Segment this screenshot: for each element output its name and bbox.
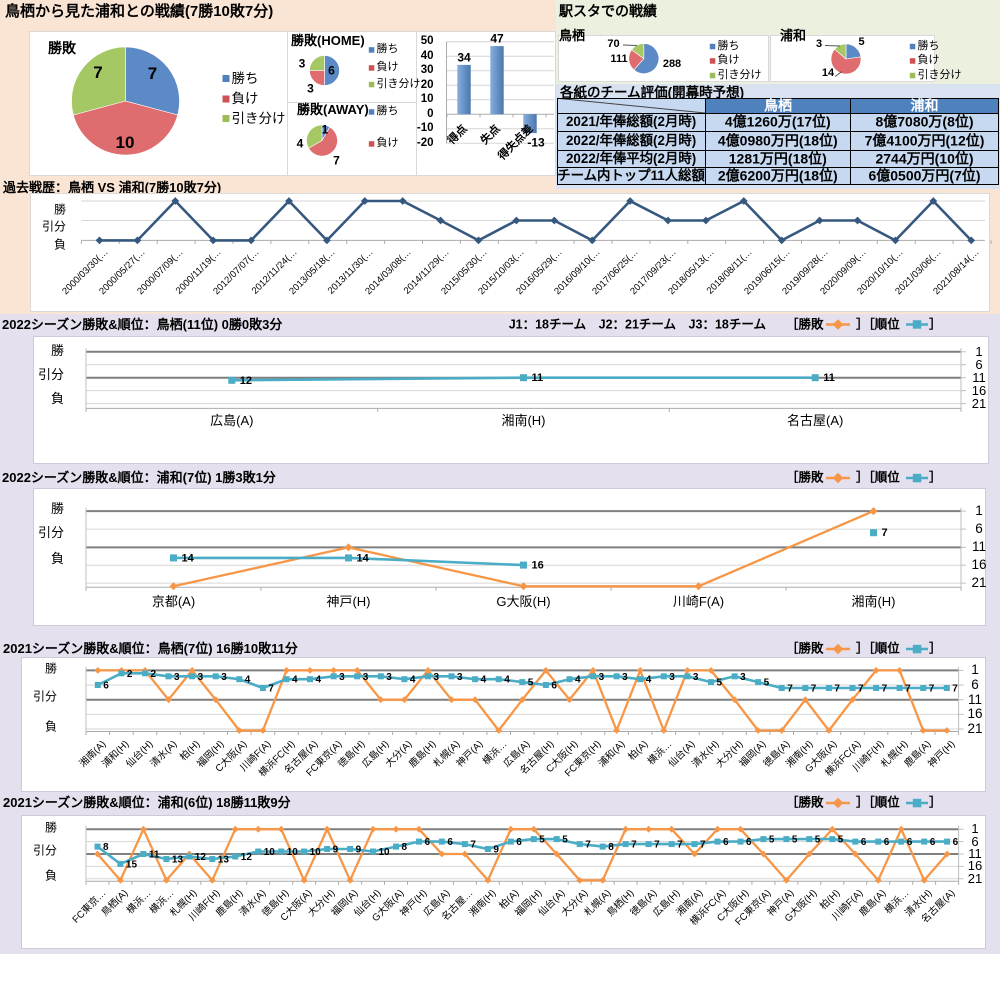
svg-text:7: 7 [811,684,817,695]
svg-text:4: 4 [245,675,251,686]
svg-text:3: 3 [457,672,463,683]
svg-text:7: 7 [952,684,958,695]
svg-text:10: 10 [264,847,276,858]
svg-text:8: 8 [608,842,614,853]
svg-text:3: 3 [599,672,605,683]
svg-text:5: 5 [528,678,534,689]
svg-text:13: 13 [218,855,230,866]
svg-text:13: 13 [172,855,184,866]
svg-text:6: 6 [447,837,453,848]
svg-text:6: 6 [103,681,109,692]
svg-text:7: 7 [677,840,683,851]
svg-text:6: 6 [425,837,431,848]
svg-text:7: 7 [787,684,793,695]
svg-text:5: 5 [815,835,821,846]
svg-text:4: 4 [316,675,322,686]
svg-text:6: 6 [884,837,890,848]
svg-text:3: 3 [669,672,675,683]
svg-text:12: 12 [195,852,207,863]
svg-text:9: 9 [493,845,499,856]
svg-text:3: 3 [174,672,180,683]
svg-text:10: 10 [379,847,391,858]
svg-text:3: 3 [339,672,345,683]
svg-text:11: 11 [532,372,544,384]
svg-text:7: 7 [929,684,935,695]
svg-text:4: 4 [646,675,652,686]
svg-text:2: 2 [151,669,157,680]
svg-text:7: 7 [654,840,660,851]
svg-text:6: 6 [723,837,729,848]
svg-text:3: 3 [622,672,628,683]
svg-text:11: 11 [823,372,835,384]
svg-text:9: 9 [333,845,339,856]
svg-text:4: 4 [504,675,510,686]
svg-text:15: 15 [126,859,138,870]
svg-text:12: 12 [241,852,253,863]
svg-text:7: 7 [631,840,637,851]
svg-text:3: 3 [363,672,369,683]
svg-text:7: 7 [268,684,274,695]
svg-text:7: 7 [882,527,888,539]
svg-text:5: 5 [764,678,770,689]
svg-text:5: 5 [717,678,723,689]
svg-text:7: 7 [585,840,591,851]
svg-text:4: 4 [481,675,487,686]
svg-text:3: 3 [740,672,746,683]
svg-text:7: 7 [905,684,911,695]
svg-text:5: 5 [562,835,568,846]
svg-text:6: 6 [930,837,936,848]
svg-text:12: 12 [240,375,252,387]
svg-text:3: 3 [221,672,227,683]
svg-text:16: 16 [532,560,544,572]
svg-text:5: 5 [838,835,844,846]
svg-text:14: 14 [182,552,195,564]
svg-text:8: 8 [402,842,408,853]
svg-text:6: 6 [746,837,752,848]
svg-text:7: 7 [882,684,888,695]
svg-text:3: 3 [434,672,440,683]
svg-text:7: 7 [858,684,864,695]
svg-text:2: 2 [127,669,133,680]
svg-text:14: 14 [357,552,370,564]
svg-text:6: 6 [551,681,557,692]
svg-text:3: 3 [693,672,699,683]
svg-text:5: 5 [539,835,545,846]
svg-text:6: 6 [516,837,522,848]
svg-text:10: 10 [310,847,322,858]
svg-text:10: 10 [287,847,299,858]
svg-text:4: 4 [292,675,298,686]
svg-text:6: 6 [953,837,959,848]
svg-text:3: 3 [198,672,204,683]
svg-text:9: 9 [356,845,362,856]
svg-text:8: 8 [103,842,109,853]
svg-text:5: 5 [792,835,798,846]
svg-text:6: 6 [861,837,867,848]
svg-text:4: 4 [410,675,416,686]
svg-text:7: 7 [470,840,476,851]
svg-text:4: 4 [575,675,581,686]
svg-text:7: 7 [834,684,840,695]
svg-text:3: 3 [386,672,392,683]
svg-text:11: 11 [149,850,160,861]
svg-text:7: 7 [700,840,706,851]
svg-text:5: 5 [769,835,775,846]
svg-text:6: 6 [907,837,913,848]
